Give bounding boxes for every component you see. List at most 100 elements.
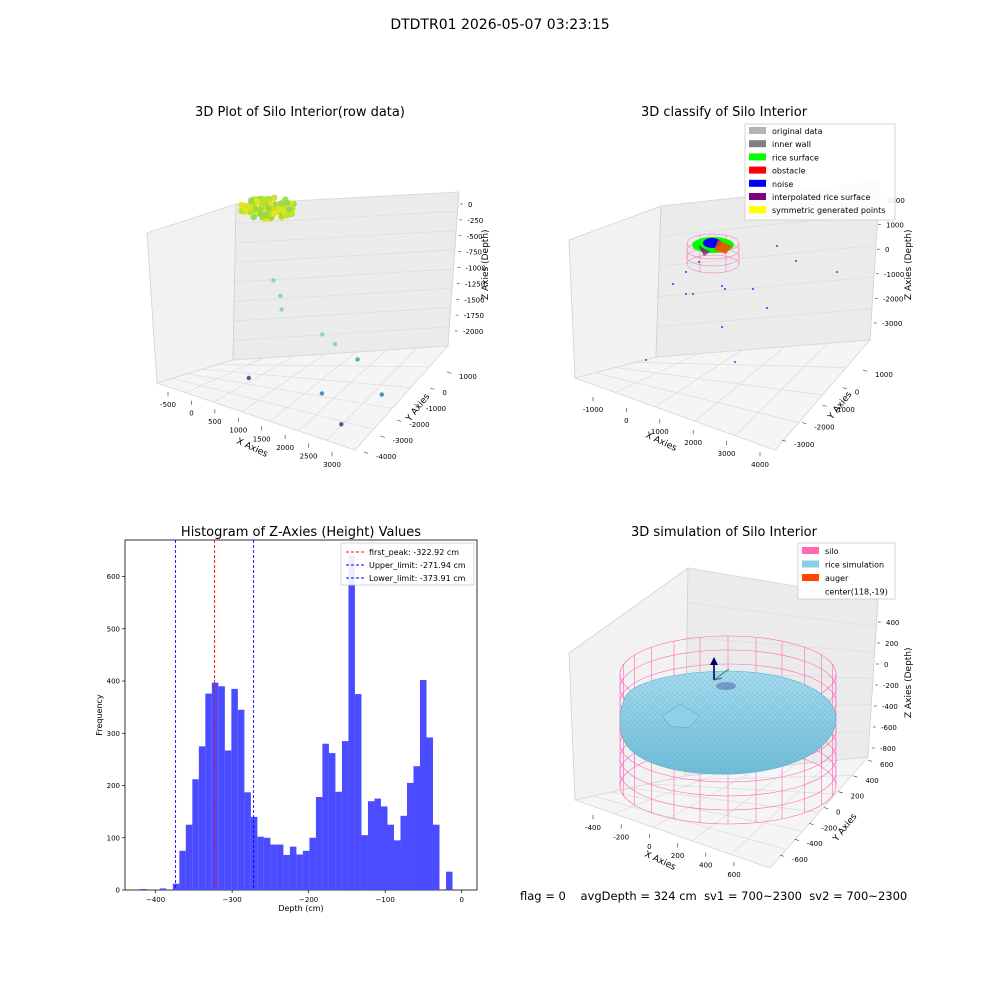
grid-line bbox=[234, 249, 455, 263]
raw-x-tick-label: -500 bbox=[160, 401, 176, 409]
raw-data-point bbox=[320, 332, 325, 337]
histogram-reference-lines bbox=[175, 540, 255, 890]
grid-line bbox=[172, 378, 374, 430]
raw-surface-point bbox=[265, 205, 272, 212]
grid-line bbox=[666, 775, 852, 781]
classify-noise-point bbox=[752, 288, 754, 290]
raw-surface-point bbox=[270, 210, 278, 217]
histogram-bar bbox=[374, 798, 381, 890]
histogram-bar bbox=[406, 782, 414, 890]
histogram-legend-label: Upper_limit: -271.94 cm bbox=[369, 561, 466, 570]
grid-line bbox=[232, 345, 449, 361]
grid-line bbox=[269, 351, 357, 422]
simulation-z-tick-label: 200 bbox=[885, 640, 898, 648]
classify-y-tick-label: -3000 bbox=[794, 441, 814, 449]
grid-line bbox=[241, 353, 326, 413]
classify-noise-point bbox=[721, 326, 723, 328]
histogram-bar bbox=[315, 797, 323, 890]
histogram-x-tick-label: 0 bbox=[459, 896, 463, 904]
raw-y-tick-mark bbox=[446, 371, 452, 374]
classify-z-ticks: 2000 1000 0 -1000 -2000 -3000 bbox=[874, 197, 905, 328]
classify-z-label: Z Axies (Depth) bbox=[904, 229, 914, 300]
histogram-bar bbox=[140, 888, 147, 890]
histogram-bar bbox=[361, 835, 368, 890]
histogram-x-tick-label: −100 bbox=[376, 896, 395, 904]
raw-surface-point bbox=[271, 194, 278, 201]
status-flag: flag = 0 bbox=[520, 889, 566, 903]
simulation-legend-label: auger bbox=[825, 574, 849, 583]
simulation-y-tick-label: 200 bbox=[851, 793, 864, 801]
classify-noise-point bbox=[836, 271, 838, 273]
simulation-y-tick-mark bbox=[823, 807, 829, 810]
raw-data-point bbox=[246, 375, 251, 381]
histogram-y-ticks: 0 100 200 300 400 500 600 bbox=[107, 573, 125, 895]
histogram-x-tick-label: −300 bbox=[223, 896, 242, 904]
simulation-z-tick-label: 0 bbox=[884, 661, 888, 669]
simulation-legend-swatch bbox=[802, 547, 819, 554]
raw-y-tick-label: 1000 bbox=[459, 373, 477, 381]
legend-label: interpolated rice surface bbox=[772, 193, 870, 202]
histogram-bar bbox=[419, 680, 427, 890]
histogram-bar bbox=[413, 766, 420, 890]
simulation-z-tick-label: -800 bbox=[880, 745, 896, 753]
simulation-y-tick-label: 600 bbox=[880, 761, 893, 769]
legend-label: symmetric generated points bbox=[772, 206, 885, 215]
legend-swatch bbox=[749, 206, 766, 214]
classify-z-tick-label: 2000 bbox=[887, 197, 905, 205]
auger-depression bbox=[716, 682, 736, 690]
grid-line bbox=[217, 364, 430, 368]
grid-line bbox=[574, 377, 776, 451]
raw-surface-point bbox=[246, 203, 254, 210]
classify-y-tick-label: 1000 bbox=[875, 371, 893, 379]
raw-z-tick-label: 0 bbox=[468, 201, 472, 209]
legend-swatch bbox=[749, 140, 766, 148]
simulation-x-tick-label: 400 bbox=[699, 862, 712, 870]
histogram-y-tick-label: 0 bbox=[116, 887, 120, 895]
legend-label: inner wall bbox=[772, 140, 811, 149]
grid-line bbox=[656, 308, 873, 328]
raw-x-tick-label: 500 bbox=[208, 418, 221, 426]
raw-data-point bbox=[271, 278, 276, 283]
histogram-bar bbox=[218, 686, 225, 890]
classify-z-tick-label: -1000 bbox=[884, 271, 904, 279]
classify-y-tick-mark bbox=[842, 387, 848, 390]
grid-line bbox=[687, 602, 877, 627]
classify-z-tick-label: 1000 bbox=[886, 222, 904, 230]
classify-left-pane bbox=[568, 205, 662, 379]
classify-noise-point bbox=[698, 261, 700, 263]
classify-x-tick-label: 3000 bbox=[718, 450, 736, 458]
raw-data-grid bbox=[156, 191, 460, 451]
legend-swatch bbox=[749, 179, 766, 187]
simulation-plot-title: 3D simulation of Silo Interior bbox=[631, 525, 818, 540]
raw-z-tick-label: -2000 bbox=[463, 328, 483, 336]
raw-surface-point bbox=[238, 201, 245, 209]
histogram-bar bbox=[341, 741, 349, 890]
histogram-legend-label: Lower_limit: -373.91 cm bbox=[369, 574, 466, 583]
status-sv2: sv2 = 700~2300 bbox=[809, 889, 908, 903]
simulation-legend-label: silo bbox=[825, 547, 839, 556]
histogram-bar bbox=[205, 693, 212, 890]
simulation-x-tick-label: 0 bbox=[647, 843, 651, 851]
grid-line bbox=[655, 339, 871, 358]
simulation-x-tick-label: -400 bbox=[585, 824, 601, 832]
grid-line bbox=[156, 382, 356, 451]
legend-swatch bbox=[749, 166, 766, 174]
histogram-bar bbox=[198, 746, 206, 890]
raw-surface-point bbox=[284, 199, 291, 207]
histogram-bar bbox=[185, 824, 193, 890]
histogram-bar bbox=[309, 837, 316, 890]
classify-y-tick-mark bbox=[802, 422, 807, 425]
raw-x-tick-label: 0 bbox=[189, 410, 193, 418]
grid-line bbox=[595, 372, 799, 423]
histogram-y-label: Frequency bbox=[95, 694, 104, 736]
raw-y-tick-mark bbox=[430, 387, 435, 390]
classify-x-tick-label: 0 bbox=[624, 417, 628, 425]
simulation-y-tick-label: 0 bbox=[836, 809, 840, 817]
simulation-z-label: Z Axies (Depth) bbox=[904, 647, 914, 718]
raw-y-tick-label: 0 bbox=[442, 389, 446, 397]
histogram-y-tick-label: 100 bbox=[107, 834, 120, 842]
grid-line bbox=[235, 210, 458, 224]
simulation-x-tick-label: 600 bbox=[727, 871, 740, 879]
simulation-y-tick-label: -200 bbox=[821, 824, 837, 832]
